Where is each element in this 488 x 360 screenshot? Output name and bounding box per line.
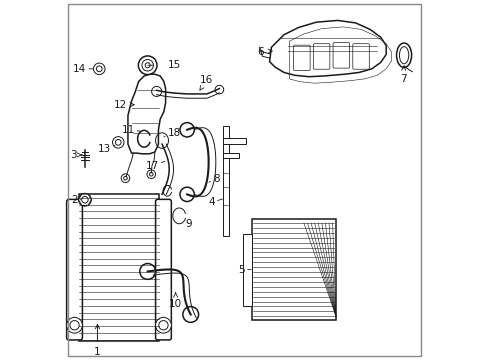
Bar	[223, 138, 246, 144]
Circle shape	[155, 318, 171, 333]
Circle shape	[115, 139, 121, 145]
Circle shape	[142, 59, 153, 71]
Circle shape	[145, 63, 150, 68]
Text: 14: 14	[73, 64, 94, 74]
Circle shape	[138, 56, 157, 75]
Circle shape	[78, 193, 91, 206]
Circle shape	[149, 172, 153, 176]
Text: 4: 4	[208, 197, 222, 207]
Text: 11: 11	[121, 125, 140, 135]
Circle shape	[140, 264, 155, 279]
FancyBboxPatch shape	[352, 44, 368, 69]
Text: 18: 18	[163, 129, 181, 138]
Circle shape	[112, 136, 124, 148]
FancyBboxPatch shape	[293, 45, 309, 71]
Text: 12: 12	[114, 100, 134, 110]
Text: 9: 9	[185, 219, 192, 229]
FancyBboxPatch shape	[313, 44, 329, 69]
Text: 8: 8	[208, 174, 220, 184]
Text: 1: 1	[94, 324, 101, 357]
Text: 13: 13	[98, 144, 115, 154]
Circle shape	[66, 318, 82, 333]
Bar	[242, 234, 251, 306]
FancyBboxPatch shape	[332, 42, 349, 68]
Circle shape	[215, 85, 223, 94]
Text: 3: 3	[70, 150, 82, 160]
Circle shape	[93, 63, 105, 75]
Text: 2: 2	[71, 195, 81, 205]
Circle shape	[180, 123, 194, 137]
Circle shape	[70, 320, 79, 330]
FancyBboxPatch shape	[66, 199, 82, 340]
Text: 16: 16	[200, 75, 213, 90]
Ellipse shape	[396, 43, 411, 67]
Circle shape	[121, 174, 129, 183]
Circle shape	[180, 187, 194, 202]
Circle shape	[151, 86, 162, 96]
Circle shape	[123, 176, 127, 180]
Text: 6: 6	[257, 46, 272, 57]
Text: 5: 5	[238, 265, 250, 275]
Bar	[79, 194, 159, 341]
Circle shape	[96, 66, 102, 72]
Text: 17: 17	[145, 161, 164, 171]
Text: 10: 10	[169, 293, 182, 309]
Circle shape	[159, 320, 168, 330]
Circle shape	[183, 307, 198, 322]
Bar	[223, 153, 239, 158]
Circle shape	[147, 170, 155, 179]
Text: 7: 7	[399, 66, 406, 84]
FancyBboxPatch shape	[155, 199, 171, 340]
Bar	[251, 220, 335, 320]
Bar	[223, 126, 228, 235]
Text: 15: 15	[147, 60, 180, 70]
Circle shape	[81, 197, 88, 203]
Ellipse shape	[399, 46, 408, 64]
